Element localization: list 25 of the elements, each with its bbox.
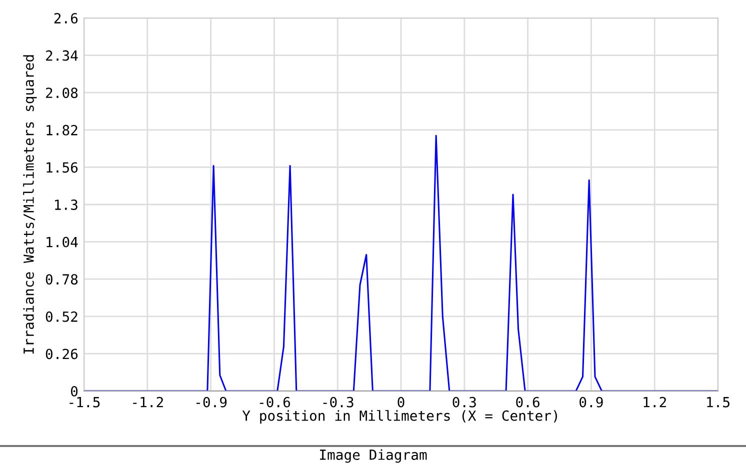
y-tick-label: 2.08 [46, 88, 78, 98]
y-tick-label: 1.82 [46, 124, 78, 136]
x-tick-label: -1.5 [70, 397, 100, 408]
y-tick-label: 2.34 [46, 50, 78, 61]
x-tick-label: -0.9 [196, 396, 227, 408]
y-tick-label: 1.3 [55, 200, 78, 210]
x-tick-label: 0.3 [452, 396, 476, 408]
x-tick-label: 1.5 [707, 397, 730, 408]
x-tick-label: 0 [398, 396, 404, 408]
x-tick-label: 1.2 [644, 396, 666, 408]
y-tick-label: 0.78 [46, 274, 78, 285]
y-tick-label: 0.52 [46, 311, 78, 322]
x-tick-label: -1.2 [133, 396, 163, 408]
y-tick-label: 0 [70, 386, 78, 397]
y-axis-title: Irradiance Watts/Millimeters squared [23, 55, 37, 354]
y-tick-label: 1.56 [46, 162, 78, 173]
x-tick-label: -0.3 [323, 396, 354, 408]
text: Image Diagram [320, 449, 427, 463]
y-tick-label: 0.26 [46, 348, 78, 360]
x-tick-label: 0.9 [580, 396, 603, 408]
x-tick-label: 0.6 [516, 396, 540, 408]
x-tick-label: -0.6 [260, 396, 290, 408]
x-axis-title: Y position in Millimeters (X = Center) [242, 410, 557, 424]
y-tick-label: 1.04 [46, 236, 78, 248]
y-tick-label: 2.6 [54, 13, 78, 24]
